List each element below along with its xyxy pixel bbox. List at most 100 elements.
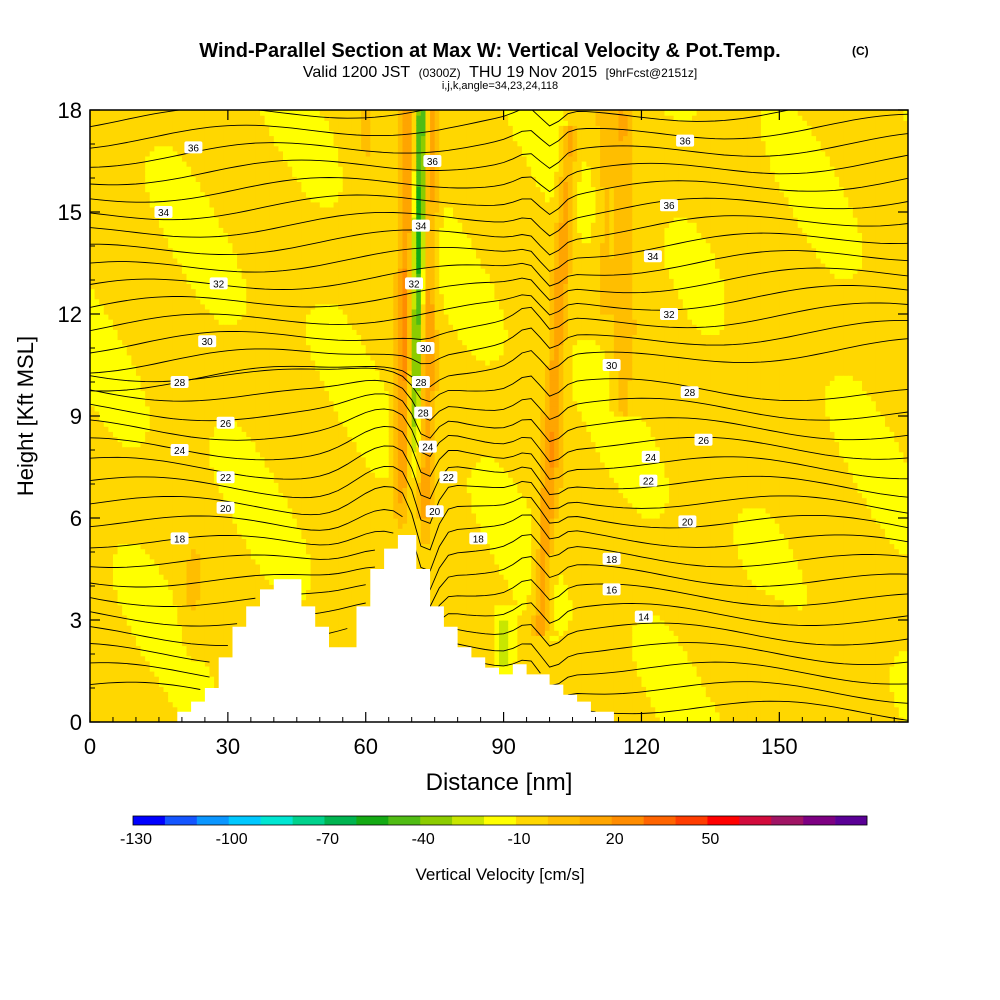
velocity-cell [145, 482, 150, 488]
velocity-cell [154, 691, 159, 697]
velocity-cell [251, 513, 256, 519]
velocity-cell [232, 523, 237, 529]
velocity-cell [242, 431, 247, 437]
velocity-cell [141, 176, 146, 182]
velocity-cell [246, 447, 251, 453]
velocity-cell [99, 314, 104, 320]
velocity-cell [205, 615, 210, 621]
velocity-cell [260, 411, 265, 417]
velocity-cell [177, 600, 182, 606]
velocity-cell [214, 518, 219, 524]
velocity-cell [118, 605, 123, 611]
velocity-cell [108, 176, 113, 182]
velocity-cell [187, 707, 192, 713]
velocity-cell [108, 258, 113, 264]
velocity-cell [269, 584, 274, 590]
velocity-cell [237, 125, 242, 131]
velocity-cell [237, 110, 242, 116]
velocity-cell [269, 380, 274, 386]
velocity-cell [164, 462, 169, 468]
velocity-cell [164, 595, 169, 601]
velocity-cell [274, 554, 279, 560]
velocity-cell [95, 294, 100, 300]
velocity-cell [200, 421, 205, 427]
velocity-cell [145, 187, 150, 193]
velocity-cell [154, 442, 159, 448]
velocity-cell [269, 554, 274, 560]
velocity-cell [214, 319, 219, 325]
velocity-cell [90, 238, 95, 244]
velocity-cell [145, 676, 150, 682]
velocity-cell [150, 508, 155, 514]
velocity-cell [154, 314, 159, 320]
velocity-cell [205, 426, 210, 432]
velocity-cell [265, 136, 270, 142]
velocity-cell [168, 243, 173, 249]
velocity-cell [187, 156, 192, 162]
velocity-cell [255, 452, 260, 458]
velocity-cell [209, 156, 214, 162]
velocity-cell [145, 523, 150, 529]
velocity-cell [232, 452, 237, 458]
velocity-cell [191, 533, 196, 539]
velocity-cell [209, 493, 214, 499]
velocity-cell [173, 487, 178, 493]
velocity-cell [177, 589, 182, 595]
velocity-cell [122, 538, 127, 544]
velocity-cell [237, 513, 242, 519]
velocity-cell [223, 294, 228, 300]
velocity-cell [173, 651, 178, 657]
velocity-cell [168, 493, 173, 499]
velocity-cell [141, 304, 146, 310]
velocity-cell [191, 222, 196, 228]
velocity-cell [108, 702, 113, 708]
velocity-cell [136, 421, 141, 427]
velocity-cell [127, 635, 132, 641]
velocity-cell [95, 487, 100, 493]
velocity-cell [150, 197, 155, 203]
velocity-cell [150, 498, 155, 504]
velocity-cell [145, 283, 150, 289]
velocity-cell [136, 406, 141, 412]
velocity-cell [177, 248, 182, 254]
velocity-cell [177, 110, 182, 116]
velocity-cell [104, 513, 109, 519]
velocity-cell [274, 161, 279, 167]
velocity-cell [205, 584, 210, 590]
velocity-cell [182, 324, 187, 330]
velocity-cell [90, 707, 95, 713]
velocity-cell [118, 707, 123, 713]
velocity-cell [173, 697, 178, 703]
velocity-cell [168, 299, 173, 305]
velocity-cell [113, 176, 118, 182]
velocity-cell [265, 130, 270, 136]
velocity-cell [242, 130, 247, 136]
velocity-cell [219, 442, 224, 448]
velocity-cell [237, 243, 242, 249]
velocity-cell [164, 656, 169, 662]
velocity-cell [104, 289, 109, 295]
velocity-cell [150, 554, 155, 560]
velocity-cell [159, 227, 164, 233]
velocity-cell [251, 232, 256, 238]
velocity-cell [145, 681, 150, 687]
velocity-cell [164, 289, 169, 295]
velocity-cell [200, 462, 205, 468]
velocity-cell [219, 217, 224, 223]
velocity-cell [168, 518, 173, 524]
velocity-cell [90, 686, 95, 692]
velocity-cell [223, 431, 228, 437]
velocity-cell [95, 436, 100, 442]
velocity-cell [127, 707, 132, 713]
velocity-cell [150, 615, 155, 621]
velocity-cell [122, 595, 127, 601]
velocity-cell [122, 503, 127, 509]
velocity-cell [154, 227, 159, 233]
velocity-cell [200, 176, 205, 182]
velocity-cell [173, 192, 178, 198]
velocity-cell [274, 426, 279, 432]
velocity-cell [191, 600, 196, 606]
velocity-cell [104, 681, 109, 687]
velocity-cell [90, 421, 95, 427]
velocity-cell [274, 452, 279, 458]
